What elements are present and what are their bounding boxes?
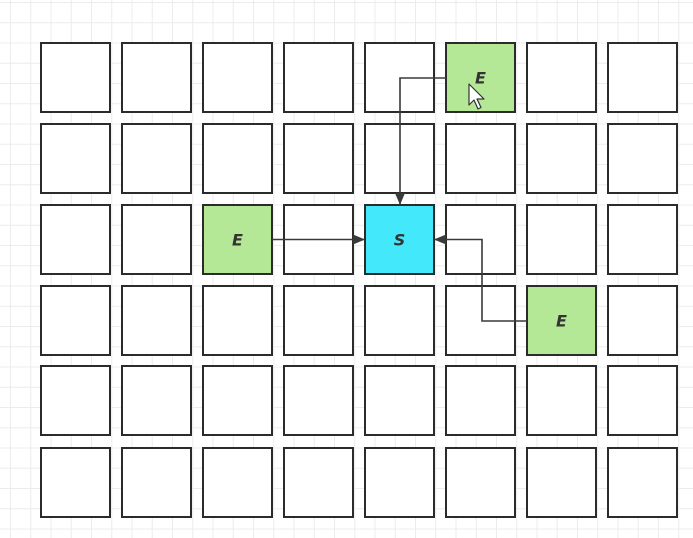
grid-cell-r2-c1: [122, 205, 191, 274]
grid-cell-r2-c0: [41, 205, 110, 274]
grid-cell-r5-c6: [527, 448, 596, 517]
grid-cell-r1-c7: [608, 124, 677, 193]
grid-cell-r0-c1: [122, 43, 191, 112]
grid-cell-r0-c2: [203, 43, 272, 112]
grid-cell-r5-c7: [608, 448, 677, 517]
grid-cell-r0-c7: [608, 43, 677, 112]
grid-cell-r3-c4: [365, 286, 434, 355]
grid-cell-r4-c0: [41, 366, 110, 435]
links-layer: [272, 78, 527, 321]
grid-cell-r4-c2: [203, 366, 272, 435]
grid-cell-r0-c0: [41, 43, 110, 112]
end-label-0: E: [475, 69, 486, 88]
grid-cell-r2-c6: [527, 205, 596, 274]
grid-cell-r0-c6: [527, 43, 596, 112]
grid-cell-r5-c5: [446, 448, 515, 517]
grid-cell-r4-c7: [608, 366, 677, 435]
grid-cell-r1-c3: [284, 124, 353, 193]
grid-cell-r1-c5: [446, 124, 515, 193]
grid-cell-r1-c0: [41, 124, 110, 193]
end-label-1: E: [232, 231, 243, 250]
grid-cell-r3-c0: [41, 286, 110, 355]
grid-cell-r1-c1: [122, 124, 191, 193]
grid-cell-r4-c3: [284, 366, 353, 435]
end-label-2: E: [556, 312, 567, 331]
grid-cell-r4-c1: [122, 366, 191, 435]
grid-cell-r3-c2: [203, 286, 272, 355]
grid-cell-r5-c4: [365, 448, 434, 517]
grid-cell-r5-c2: [203, 448, 272, 517]
grid-cell-r2-c7: [608, 205, 677, 274]
grid-cell-r5-c0: [41, 448, 110, 517]
grid-cell-r4-c6: [527, 366, 596, 435]
grid-cell-r5-c3: [284, 448, 353, 517]
grid-cell-r5-c1: [122, 448, 191, 517]
grid-cell-r1-c6: [527, 124, 596, 193]
cells-layer: E E S E: [41, 43, 677, 517]
grid-cell-r4-c5: [446, 366, 515, 435]
grid-cell-r0-c3: [284, 43, 353, 112]
grid-cell-r4-c4: [365, 366, 434, 435]
grid-cell-r3-c3: [284, 286, 353, 355]
grid-cell-r3-c7: [608, 286, 677, 355]
grid-cell-r1-c2: [203, 124, 272, 193]
grid-cell-r3-c1: [122, 286, 191, 355]
start-label: S: [394, 231, 406, 250]
